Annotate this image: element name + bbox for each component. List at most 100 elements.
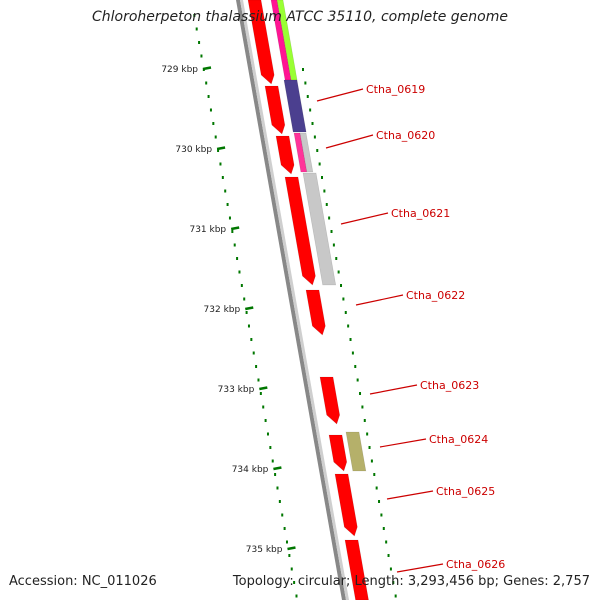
scale-dot-right (337, 270, 340, 274)
feature-bar (283, 79, 307, 133)
gene-label: Ctha_0623 (420, 379, 479, 392)
gene-leader-line (396, 563, 444, 573)
gene-leader-line (325, 134, 374, 149)
backbone-line (236, 0, 346, 600)
scale-dot-right (325, 203, 328, 206)
scale-dot (212, 122, 215, 125)
scale-dot (264, 419, 267, 422)
scale-dot (224, 189, 227, 193)
scale-dot (221, 176, 224, 179)
scale-dot (266, 432, 269, 436)
scale-dot-right (359, 392, 362, 395)
backbone-line-shadow (240, 0, 349, 600)
gene-leader-line (386, 490, 434, 500)
gene-leader-line (355, 294, 404, 306)
scale-dot-right (380, 513, 383, 517)
scale-dot (198, 41, 201, 44)
gene-label: Ctha_0624 (429, 433, 488, 446)
scale-dot (207, 95, 210, 98)
kbp-tick-mark (245, 306, 254, 311)
genome-backbone (236, 0, 349, 600)
cds-arrow (305, 289, 326, 336)
gene-label: Ctha_0621 (391, 207, 450, 220)
scale-dot (217, 149, 220, 152)
scale-dot (243, 297, 246, 301)
kbp-tick-label: 735 kbp (246, 545, 283, 555)
scale-dot-right (394, 594, 397, 598)
scale-dot-right (344, 311, 347, 314)
scale-dot (245, 311, 248, 314)
kbp-tick-mark (230, 226, 240, 231)
kbp-tick-label: 731 kbp (189, 225, 226, 235)
page-title: Chloroherpeton thalassium ATCC 35110, co… (92, 9, 508, 25)
kbp-ticks: 729 kbp 730 kbp 731 kbp 732 kbp 733 kbp 734 k… (161, 65, 296, 555)
scale-dot (236, 257, 239, 260)
scale-dot-right (302, 68, 304, 71)
scale-dot-right (330, 230, 333, 233)
scale-dot-right (356, 378, 359, 382)
scale-dot (274, 473, 277, 476)
scale-dot-right (323, 189, 326, 193)
feature-bar (276, 0, 298, 81)
feature-bar (345, 431, 367, 472)
scale-dot (231, 230, 234, 233)
gene-label: Ctha_0622 (406, 289, 465, 302)
scale-dot (259, 392, 262, 395)
kbp-tick-label: 730 kbp (175, 145, 212, 155)
kbp-tick-mark (216, 146, 226, 151)
scale-dot-right (313, 135, 316, 139)
scale-dot-right (311, 122, 314, 125)
scale-dot (283, 527, 286, 530)
scale-dot-right (354, 365, 357, 368)
feature-bar (299, 132, 314, 173)
scale-dot-right (363, 419, 366, 422)
kbp-tick-label: 732 kbp (204, 305, 241, 315)
scale-dot-right (332, 243, 335, 247)
scale-dot (195, 27, 198, 31)
scale-dot (276, 486, 279, 490)
scale-dot (250, 338, 253, 341)
scale-dot-right (361, 405, 364, 409)
cds-arrow (344, 539, 369, 600)
scale-dot-right (375, 486, 378, 490)
scale-dot (209, 108, 212, 112)
kbp-tick-mark (273, 466, 282, 471)
scale-dot-right (389, 567, 392, 571)
genome-summary-text: Topology: circular; Length: 3,293,456 bp… (232, 574, 590, 589)
gene-labels: Ctha_0619 Ctha_0620 Ctha_0621 Ctha_0622 Ctha… (316, 83, 505, 573)
scale-dot-right (306, 95, 309, 98)
cds-arrow (275, 135, 295, 175)
cds-arrow (264, 85, 286, 135)
scale-dot (240, 284, 243, 287)
kbp-tick-label: 729 kbp (161, 65, 198, 75)
gene-leader-line (340, 212, 389, 225)
scale-dot (247, 324, 250, 328)
scale-dot-right (321, 176, 324, 179)
kbp-tick-mark (287, 546, 296, 551)
scale-dot (219, 162, 222, 166)
scale-dot (262, 405, 265, 409)
scale-dot (238, 270, 241, 274)
kbp-tick-mark (259, 386, 268, 391)
kbp-tick-label: 734 kbp (232, 465, 269, 475)
scale-dot (295, 594, 298, 598)
scale-dot (193, 14, 196, 17)
feature-tracks (247, 0, 369, 600)
scale-dot-right (373, 473, 376, 476)
feature-bar (302, 172, 337, 286)
scale-dot-right (387, 554, 390, 557)
scale-dot-right (328, 216, 331, 220)
scale-dot (255, 365, 258, 368)
scale-dot-right (347, 324, 350, 328)
scale-dot-right (370, 459, 373, 463)
scale-dot (293, 581, 296, 584)
scale-dot-right (318, 162, 321, 166)
scale-dot-right (340, 284, 343, 287)
scale-dot-right (378, 500, 381, 503)
gene-leader-line (379, 438, 427, 448)
cds-arrow (247, 0, 275, 85)
scale-dot (278, 500, 281, 503)
gene-label: Ctha_0626 (446, 558, 505, 571)
